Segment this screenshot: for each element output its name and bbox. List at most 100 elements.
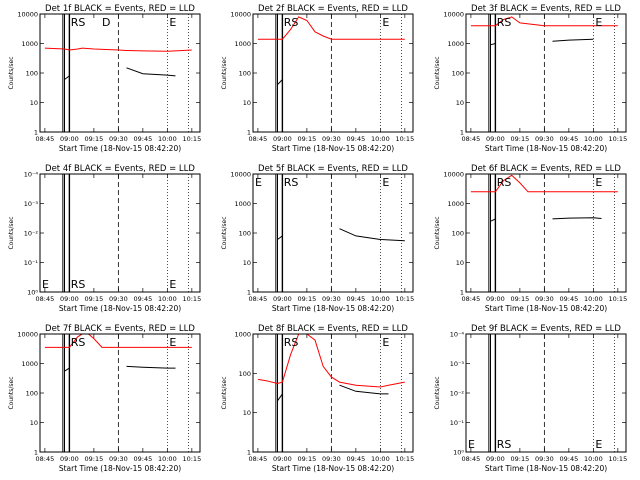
- annotation-label: RS: [497, 16, 512, 29]
- y-tick-label: 10000: [230, 11, 251, 19]
- x-tick-label: 09:15: [298, 135, 317, 143]
- panel-det-2: Det 2f BLACK = Events, RED = LLD Counts/s…: [221, 4, 414, 153]
- x-tick-label: 10:00: [158, 135, 177, 143]
- x-tick-label: 10:15: [608, 295, 627, 303]
- annotation-label: E: [169, 16, 176, 29]
- x-tick-label: 10:00: [158, 455, 177, 463]
- annotation-label: E: [169, 278, 176, 291]
- plot-frame: [252, 173, 414, 293]
- y-tick-label: 1000: [447, 200, 464, 208]
- plot-frame: [252, 333, 414, 453]
- x-tick-label: 09:30: [322, 455, 341, 463]
- annotation-label: RS: [71, 16, 86, 29]
- series-events-line: [490, 217, 602, 222]
- series-events-line: [490, 38, 594, 46]
- panel-det-1: Det 1f BLACK = Events, RED = LLD Counts/s…: [8, 4, 201, 153]
- y-tick-label: 10000: [17, 11, 38, 19]
- panel-det-6: Det 6f BLACK = Events, RED = LLD Counts/s…: [434, 164, 627, 313]
- y-axis-label: Counts/sec: [434, 376, 441, 409]
- x-tick-label: 10:00: [584, 455, 603, 463]
- y-axis-label: Counts/sec: [434, 56, 441, 89]
- x-tick-label: 08:45: [249, 295, 268, 303]
- y-tick-label: 100: [26, 390, 38, 398]
- panel-title: Det 1f BLACK = Events, RED = LLD: [45, 4, 195, 14]
- x-axis-label: Start Time (18-Nov-15 08:42:20): [59, 304, 181, 313]
- panel-title: Det 5f BLACK = Events, RED = LLD: [258, 164, 408, 174]
- x-tick-label: 10:00: [584, 135, 603, 143]
- y-tick-label: 10⁻¹: [450, 419, 465, 427]
- y-tick-label: 10⁰: [453, 449, 464, 457]
- x-tick-label: 10:15: [395, 295, 414, 303]
- y-tick-label: 10⁰: [27, 289, 38, 297]
- y-tick-label: 10⁻³: [450, 360, 465, 368]
- y-tick-label: 10: [456, 259, 464, 267]
- annotation-label: E: [382, 176, 389, 189]
- y-tick-label: 1: [34, 449, 38, 457]
- x-tick-label: 09:30: [322, 135, 341, 143]
- x-tick-label: 08:45: [462, 455, 481, 463]
- y-tick-label: 1: [460, 289, 464, 297]
- y-axis-label: Counts/sec: [8, 376, 15, 409]
- y-tick-label: 1000: [21, 40, 38, 48]
- y-tick-label: 10: [243, 409, 251, 417]
- annotation-label: E: [382, 16, 389, 29]
- x-tick-label: 09:15: [85, 455, 104, 463]
- x-tick-label: 08:45: [249, 455, 268, 463]
- x-tick-label: 08:45: [36, 455, 55, 463]
- panel-title: Det 3f BLACK = Events, RED = LLD: [471, 4, 621, 14]
- x-tick-label: 09:45: [346, 455, 365, 463]
- annotation-label: E: [595, 16, 602, 29]
- series-events-line: [64, 67, 176, 80]
- x-tick-label: 09:00: [273, 455, 292, 463]
- y-tick-label: 1: [34, 129, 38, 137]
- y-tick-label: 10: [243, 99, 251, 107]
- x-tick-label: 10:00: [371, 135, 390, 143]
- annotation-label: E: [169, 336, 176, 349]
- x-tick-label: 09:15: [511, 135, 530, 143]
- x-tick-label: 09:00: [486, 455, 505, 463]
- x-tick-label: 09:45: [133, 455, 152, 463]
- annotation-label: E: [255, 176, 262, 189]
- x-tick-label: 08:45: [36, 135, 55, 143]
- x-tick-label: 09:00: [273, 295, 292, 303]
- series-lld-line: [44, 47, 192, 52]
- y-tick-label: 100: [452, 230, 464, 238]
- x-tick-label: 09:00: [60, 455, 79, 463]
- y-tick-label: 10⁻⁴: [450, 331, 465, 339]
- y-tick-label: 1000: [234, 200, 251, 208]
- panel-det-5: Det 5f BLACK = Events, RED = LLD Counts/s…: [221, 164, 414, 313]
- x-tick-label: 10:15: [608, 455, 627, 463]
- panel-title: Det 7f BLACK = Events, RED = LLD: [45, 324, 195, 334]
- y-tick-label: 10⁻³: [24, 200, 39, 208]
- y-axis-label: Counts/sec: [8, 216, 15, 249]
- x-tick-label: 09:45: [559, 135, 578, 143]
- x-tick-label: 09:15: [511, 295, 530, 303]
- x-axis-label: Start Time (18-Nov-15 08:42:20): [272, 464, 394, 473]
- y-tick-label: 1000: [21, 360, 38, 368]
- y-tick-label: 100: [239, 70, 251, 78]
- y-axis-label: Counts/sec: [221, 56, 228, 89]
- y-tick-label: 10: [30, 99, 38, 107]
- y-tick-label: 10⁻¹: [24, 259, 39, 267]
- x-axis-label: Start Time (18-Nov-15 08:42:20): [272, 144, 394, 153]
- x-tick-label: 09:15: [298, 455, 317, 463]
- annotation-label: RS: [497, 176, 512, 189]
- x-tick-label: 09:30: [109, 135, 128, 143]
- x-axis-label: Start Time (18-Nov-15 08:42:20): [59, 464, 181, 473]
- plot-frame: [465, 173, 627, 293]
- y-tick-label: 10000: [17, 331, 38, 339]
- annotation-label: RS: [284, 336, 299, 349]
- series-lld-line: [257, 16, 405, 40]
- y-tick-label: 100: [26, 70, 38, 78]
- panel-title: Det 8f BLACK = Events, RED = LLD: [258, 324, 408, 334]
- x-tick-label: 10:00: [371, 295, 390, 303]
- x-tick-label: 10:15: [395, 455, 414, 463]
- x-tick-label: 09:45: [346, 295, 365, 303]
- y-tick-label: 10⁻⁴: [24, 171, 39, 179]
- y-tick-label: 1000: [447, 40, 464, 48]
- series-lld-line: [44, 334, 192, 348]
- y-axis-label: Counts/sec: [221, 376, 228, 409]
- plot-frame: [39, 13, 201, 133]
- panel-det-3: Det 3f BLACK = Events, RED = LLD Counts/s…: [434, 4, 627, 153]
